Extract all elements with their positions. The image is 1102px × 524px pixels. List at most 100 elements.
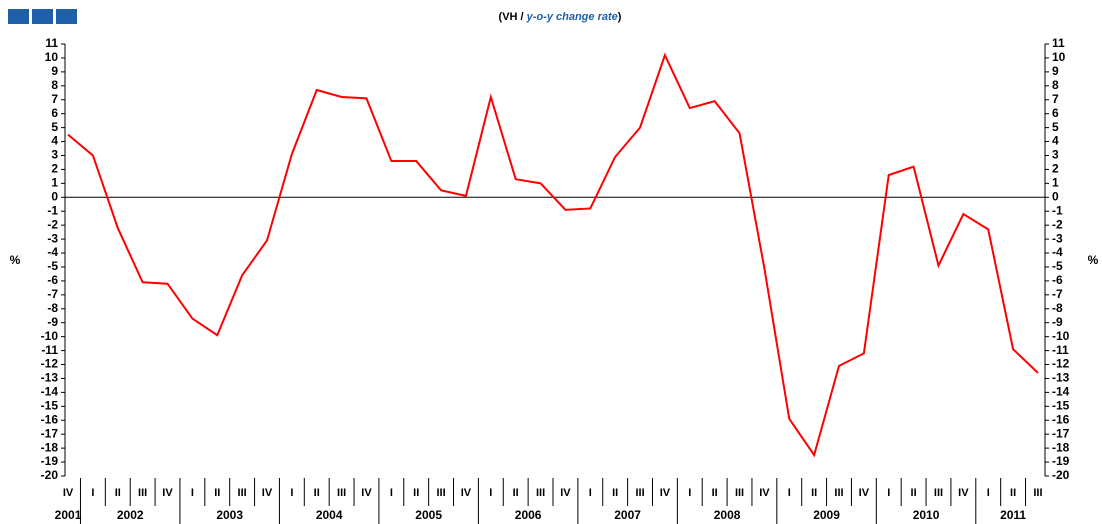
y-tick-label: -19 <box>41 454 59 468</box>
year-label: 2009 <box>813 508 840 522</box>
y2-axis-label: % <box>1088 253 1099 267</box>
y2-tick-label: 1 <box>1052 176 1059 190</box>
y-tick-label: 2 <box>51 162 58 176</box>
logo <box>8 9 77 24</box>
y-tick-label: 6 <box>51 106 58 120</box>
y-tick-label: -14 <box>41 385 59 399</box>
x-tick-label: II <box>314 487 320 499</box>
x-tick-label: I <box>191 487 194 499</box>
title-italic: y-o-y change rate <box>526 11 618 23</box>
y2-tick-label: -12 <box>1052 357 1070 371</box>
x-tick-label: IV <box>859 487 870 499</box>
x-tick-label: III <box>238 487 247 499</box>
y2-tick-label: -4 <box>1052 245 1063 259</box>
x-tick-label: III <box>536 487 545 499</box>
y-tick-label: -16 <box>41 412 59 426</box>
y2-tick-label: 7 <box>1052 92 1059 106</box>
x-tick-label: I <box>589 487 592 499</box>
year-label: 2010 <box>913 508 940 522</box>
y2-tick-label: -10 <box>1052 329 1070 343</box>
x-tick-label: III <box>934 487 943 499</box>
x-tick-label: IV <box>262 487 273 499</box>
year-label: 2001 <box>55 508 82 522</box>
y-tick-label: 0 <box>51 189 58 203</box>
x-tick-label: I <box>91 487 94 499</box>
y2-tick-label: -17 <box>1052 426 1070 440</box>
y2-tick-label: -6 <box>1052 273 1063 287</box>
y2-tick-label: -14 <box>1052 385 1070 399</box>
x-tick-label: III <box>337 487 346 499</box>
x-tick-label: I <box>688 487 691 499</box>
y-tick-label: 5 <box>51 120 58 134</box>
year-label: 2003 <box>216 508 243 522</box>
y2-tick-label: 2 <box>1052 162 1059 176</box>
y-tick-label: -13 <box>41 371 59 385</box>
x-tick-label: IV <box>361 487 372 499</box>
y2-tick-label: -2 <box>1052 217 1063 231</box>
year-label: 2011 <box>1000 508 1026 522</box>
y-tick-label: 3 <box>51 148 58 162</box>
y-tick-label: -17 <box>41 426 59 440</box>
y-tick-label: -5 <box>47 259 58 273</box>
title-prefix: (VH / <box>499 11 527 23</box>
y2-tick-label: 3 <box>1052 148 1059 162</box>
x-tick-label: I <box>788 487 791 499</box>
y-tick-label: 1 <box>51 176 58 190</box>
y2-tick-label: -1 <box>1052 203 1063 217</box>
y2-tick-label: 10 <box>1052 50 1066 64</box>
x-tick-label: II <box>214 487 220 499</box>
y-tick-label: -9 <box>47 315 58 329</box>
y-tick-label: 4 <box>51 134 58 148</box>
x-tick-label: III <box>834 487 843 499</box>
x-tick-label: III <box>138 487 147 499</box>
year-label: 2006 <box>515 508 542 522</box>
y2-tick-label: 8 <box>1052 78 1059 92</box>
data-line <box>67 52 1039 458</box>
y2-tick-label: -13 <box>1052 371 1070 385</box>
x-tick-label: IV <box>660 487 671 499</box>
x-tick-label: III <box>436 487 445 499</box>
y-tick-label: -8 <box>47 301 58 315</box>
y2-tick-label: 6 <box>1052 106 1059 120</box>
y-tick-label: -18 <box>41 440 59 454</box>
x-tick-label: III <box>735 487 744 499</box>
y-tick-label: 11 <box>45 36 58 50</box>
y2-tick-label: 4 <box>1052 134 1059 148</box>
x-tick-label: IV <box>759 487 770 499</box>
y-tick-label: -11 <box>41 343 58 357</box>
y-tick-label: -20 <box>41 468 59 482</box>
x-tick-label: II <box>612 487 618 499</box>
x-tick-label: II <box>413 487 419 499</box>
y2-tick-label: -19 <box>1052 454 1070 468</box>
x-tick-label: II <box>712 487 718 499</box>
x-tick-label: II <box>1010 487 1016 499</box>
y2-tick-label: -16 <box>1052 412 1070 426</box>
y-tick-label: -6 <box>47 273 58 287</box>
y-axis-label: % <box>10 253 21 267</box>
y2-tick-label: -20 <box>1052 468 1070 482</box>
year-label: 2005 <box>415 508 442 522</box>
x-tick-label: III <box>1033 487 1042 499</box>
x-tick-label: II <box>911 487 917 499</box>
y-tick-label: -10 <box>41 329 59 343</box>
y-tick-label: -1 <box>47 203 58 217</box>
y2-tick-label: -18 <box>1052 440 1070 454</box>
year-label: 2004 <box>316 508 343 522</box>
year-label: 2008 <box>714 508 741 522</box>
y-tick-label: -7 <box>47 287 58 301</box>
y2-tick-label: -9 <box>1052 315 1063 329</box>
x-tick-label: II <box>115 487 121 499</box>
y2-tick-label: -3 <box>1052 231 1063 245</box>
y2-tick-label: 9 <box>1052 64 1059 78</box>
title-suffix: ) <box>618 11 622 23</box>
x-tick-label: I <box>987 487 990 499</box>
x-tick-label: IV <box>461 487 472 499</box>
x-tick-label: IV <box>162 487 173 499</box>
y-tick-label: 9 <box>51 64 58 78</box>
x-tick-label: IV <box>958 487 969 499</box>
y2-tick-label: -11 <box>1052 343 1069 357</box>
x-tick-label: I <box>390 487 393 499</box>
year-label: 2007 <box>614 508 641 522</box>
x-tick-label: I <box>887 487 890 499</box>
